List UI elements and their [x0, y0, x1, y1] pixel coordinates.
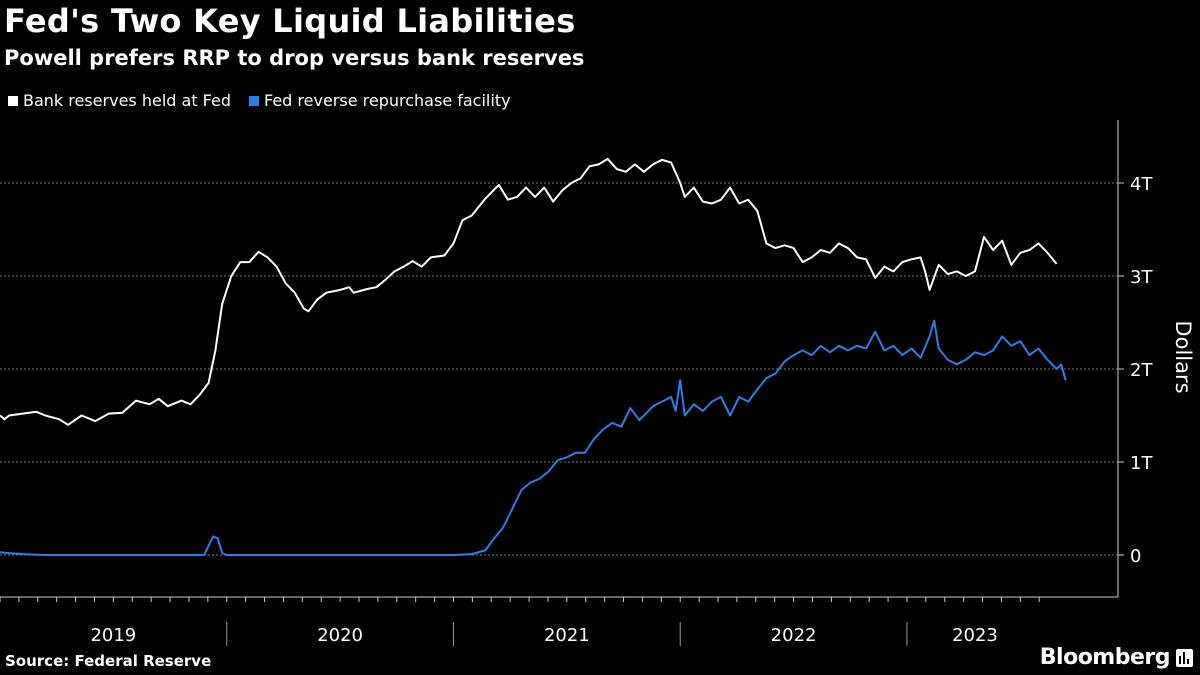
chart-subtitle: Powell prefers RRP to drop versus bank r…	[4, 46, 585, 70]
bloomberg-logo: Bloomberg	[1039, 645, 1171, 670]
y-tick-label-3T: 3T	[1130, 267, 1153, 288]
x-year-label-2023: 2023	[952, 625, 998, 646]
series-line-bank-reserves	[0, 157, 1058, 426]
y-tick-label-0: 0	[1130, 546, 1141, 567]
legend-item-rrp: Fed reverse repurchase facility	[249, 91, 511, 110]
series-line-reverse-repo	[0, 319, 1067, 556]
legend-swatch-reserves	[8, 95, 18, 106]
legend-label-rrp: Fed reverse repurchase facility	[264, 91, 511, 110]
legend-label-reserves: Bank reserves held at Fed	[23, 91, 231, 110]
legend-swatch-rrp	[249, 95, 259, 106]
legend: Bank reserves held at Fed Fed reverse re…	[8, 91, 511, 110]
bar-chart-icon	[1176, 649, 1193, 667]
legend-item-reserves: Bank reserves held at Fed	[8, 91, 231, 110]
source-note: Source: Federal Reserve	[5, 652, 212, 670]
chart-title: Fed's Two Key Liquid Liabilities	[4, 2, 576, 40]
y-tick-label-2T: 2T	[1130, 360, 1153, 381]
y-tick-label-4T: 4T	[1130, 174, 1153, 195]
y-axis-title: Dollars	[1171, 320, 1195, 393]
x-year-label-2021: 2021	[544, 625, 590, 646]
x-year-label-2020: 2020	[317, 625, 363, 646]
x-year-label-2019: 2019	[90, 625, 136, 646]
x-year-label-2022: 2022	[771, 625, 817, 646]
y-tick-label-1T: 1T	[1130, 453, 1153, 474]
